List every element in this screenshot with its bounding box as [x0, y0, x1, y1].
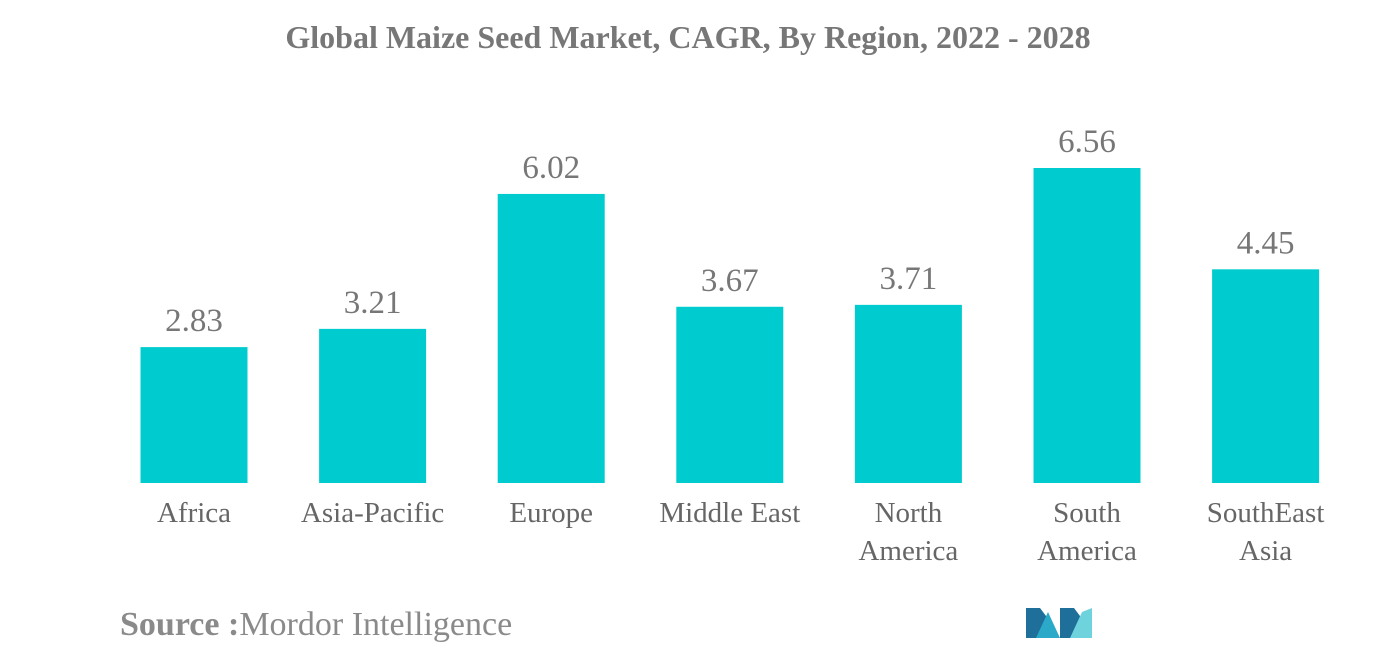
category-tick-label: Europe [509, 497, 593, 529]
bar [1033, 168, 1141, 483]
category-tick-label: Asia [1239, 535, 1292, 567]
bar-value-label: 6.02 [522, 150, 580, 186]
bar-value-label: 6.56 [1058, 124, 1116, 160]
source-label: Source : [120, 606, 240, 643]
category-tick-label: Asia-Pacific [301, 497, 444, 529]
mordor-intelligence-logo-icon [1026, 608, 1092, 638]
source-text: Mordor Intelligence [239, 606, 513, 643]
bar [676, 306, 784, 483]
category-tick-label: America [1037, 535, 1137, 567]
bar-value-label: 3.71 [880, 261, 938, 297]
bar-value-label: 4.45 [1237, 225, 1295, 261]
category-tick-label: South [1053, 497, 1121, 529]
bar [1212, 269, 1320, 483]
category-tick-label: America [858, 535, 958, 567]
category-tick-label: SouthEast [1207, 497, 1325, 529]
bar-chart: 2.83 Africa 3.21 Asia-Pacific 6.02 Europe 3.67… [140, 124, 1325, 567]
source-note: Source :Mordor Intelligence [120, 606, 512, 644]
bar [497, 193, 605, 483]
chart-title: Global Maize Seed Market, CAGR, By Regio… [285, 19, 1091, 55]
bar-value-label: 2.83 [165, 303, 223, 339]
bar-value-label: 3.21 [344, 285, 402, 321]
category-tick-label: North [875, 497, 943, 529]
bar-value-label: 3.67 [701, 263, 759, 299]
bar [140, 347, 248, 483]
category-tick-label: Africa [157, 497, 231, 529]
category-tick-label: Middle East [659, 497, 800, 529]
bar [319, 328, 427, 483]
bar [854, 304, 962, 483]
